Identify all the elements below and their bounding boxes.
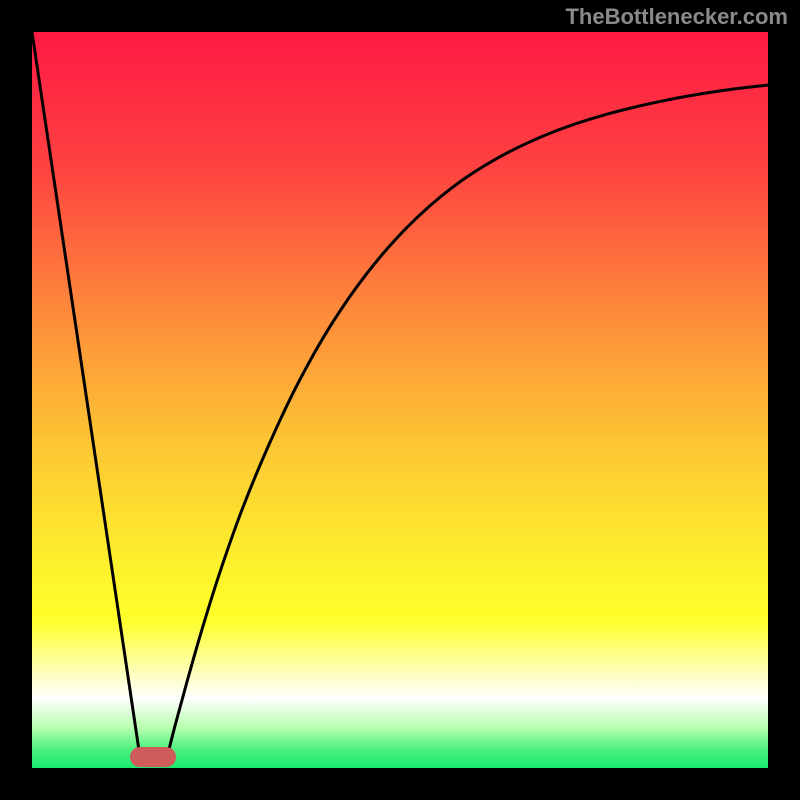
chart-container: { "canvas": { "width": 800, "height": 80… xyxy=(0,0,800,800)
watermark-label: TheBottlenecker.com xyxy=(565,4,788,30)
plot-frame xyxy=(0,0,800,800)
